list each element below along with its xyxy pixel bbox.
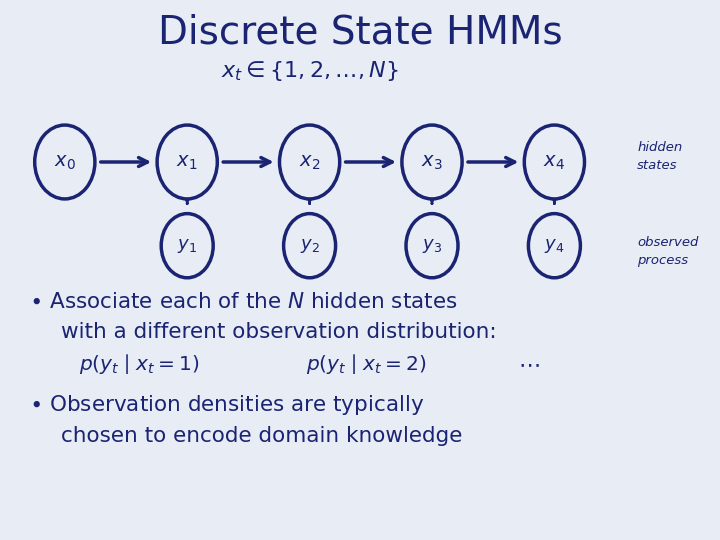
Text: $x_3$: $x_3$ bbox=[421, 152, 443, 172]
Text: hidden
states: hidden states bbox=[637, 141, 683, 172]
Ellipse shape bbox=[284, 214, 336, 278]
Ellipse shape bbox=[157, 125, 217, 199]
Text: $\bullet$ Associate each of the $\mathit{N}$ hidden states: $\bullet$ Associate each of the $\mathit… bbox=[29, 292, 457, 313]
Text: $y_4$: $y_4$ bbox=[544, 237, 564, 255]
Text: chosen to encode domain knowledge: chosen to encode domain knowledge bbox=[61, 426, 462, 447]
Ellipse shape bbox=[524, 125, 585, 199]
Ellipse shape bbox=[35, 125, 95, 199]
Text: $y_1$: $y_1$ bbox=[177, 237, 197, 255]
Ellipse shape bbox=[402, 125, 462, 199]
Text: $y_3$: $y_3$ bbox=[422, 237, 442, 255]
Text: $x_1$: $x_1$ bbox=[176, 152, 198, 172]
Text: $p(y_t \mid x_t = 2)$: $p(y_t \mid x_t = 2)$ bbox=[306, 353, 426, 376]
Text: Discrete State HMMs: Discrete State HMMs bbox=[158, 14, 562, 51]
Text: $x_4$: $x_4$ bbox=[544, 152, 565, 172]
Text: with a different observation distribution:: with a different observation distributio… bbox=[61, 322, 497, 342]
Text: $x_0$: $x_0$ bbox=[54, 152, 76, 172]
Text: observed
process: observed process bbox=[637, 235, 698, 267]
Ellipse shape bbox=[406, 214, 458, 278]
Text: $p(y_t \mid x_t = 1)$: $p(y_t \mid x_t = 1)$ bbox=[79, 353, 199, 376]
Text: $x_t \in \{1, 2, \ldots, N\}$: $x_t \in \{1, 2, \ldots, N\}$ bbox=[221, 59, 398, 83]
Text: $\bullet$ Observation densities are typically: $\bullet$ Observation densities are typi… bbox=[29, 393, 424, 417]
Text: $x_2$: $x_2$ bbox=[299, 152, 320, 172]
Ellipse shape bbox=[279, 125, 340, 199]
Ellipse shape bbox=[528, 214, 580, 278]
Text: $y_2$: $y_2$ bbox=[300, 237, 320, 255]
Text: $\cdots$: $\cdots$ bbox=[518, 354, 540, 375]
Ellipse shape bbox=[161, 214, 213, 278]
